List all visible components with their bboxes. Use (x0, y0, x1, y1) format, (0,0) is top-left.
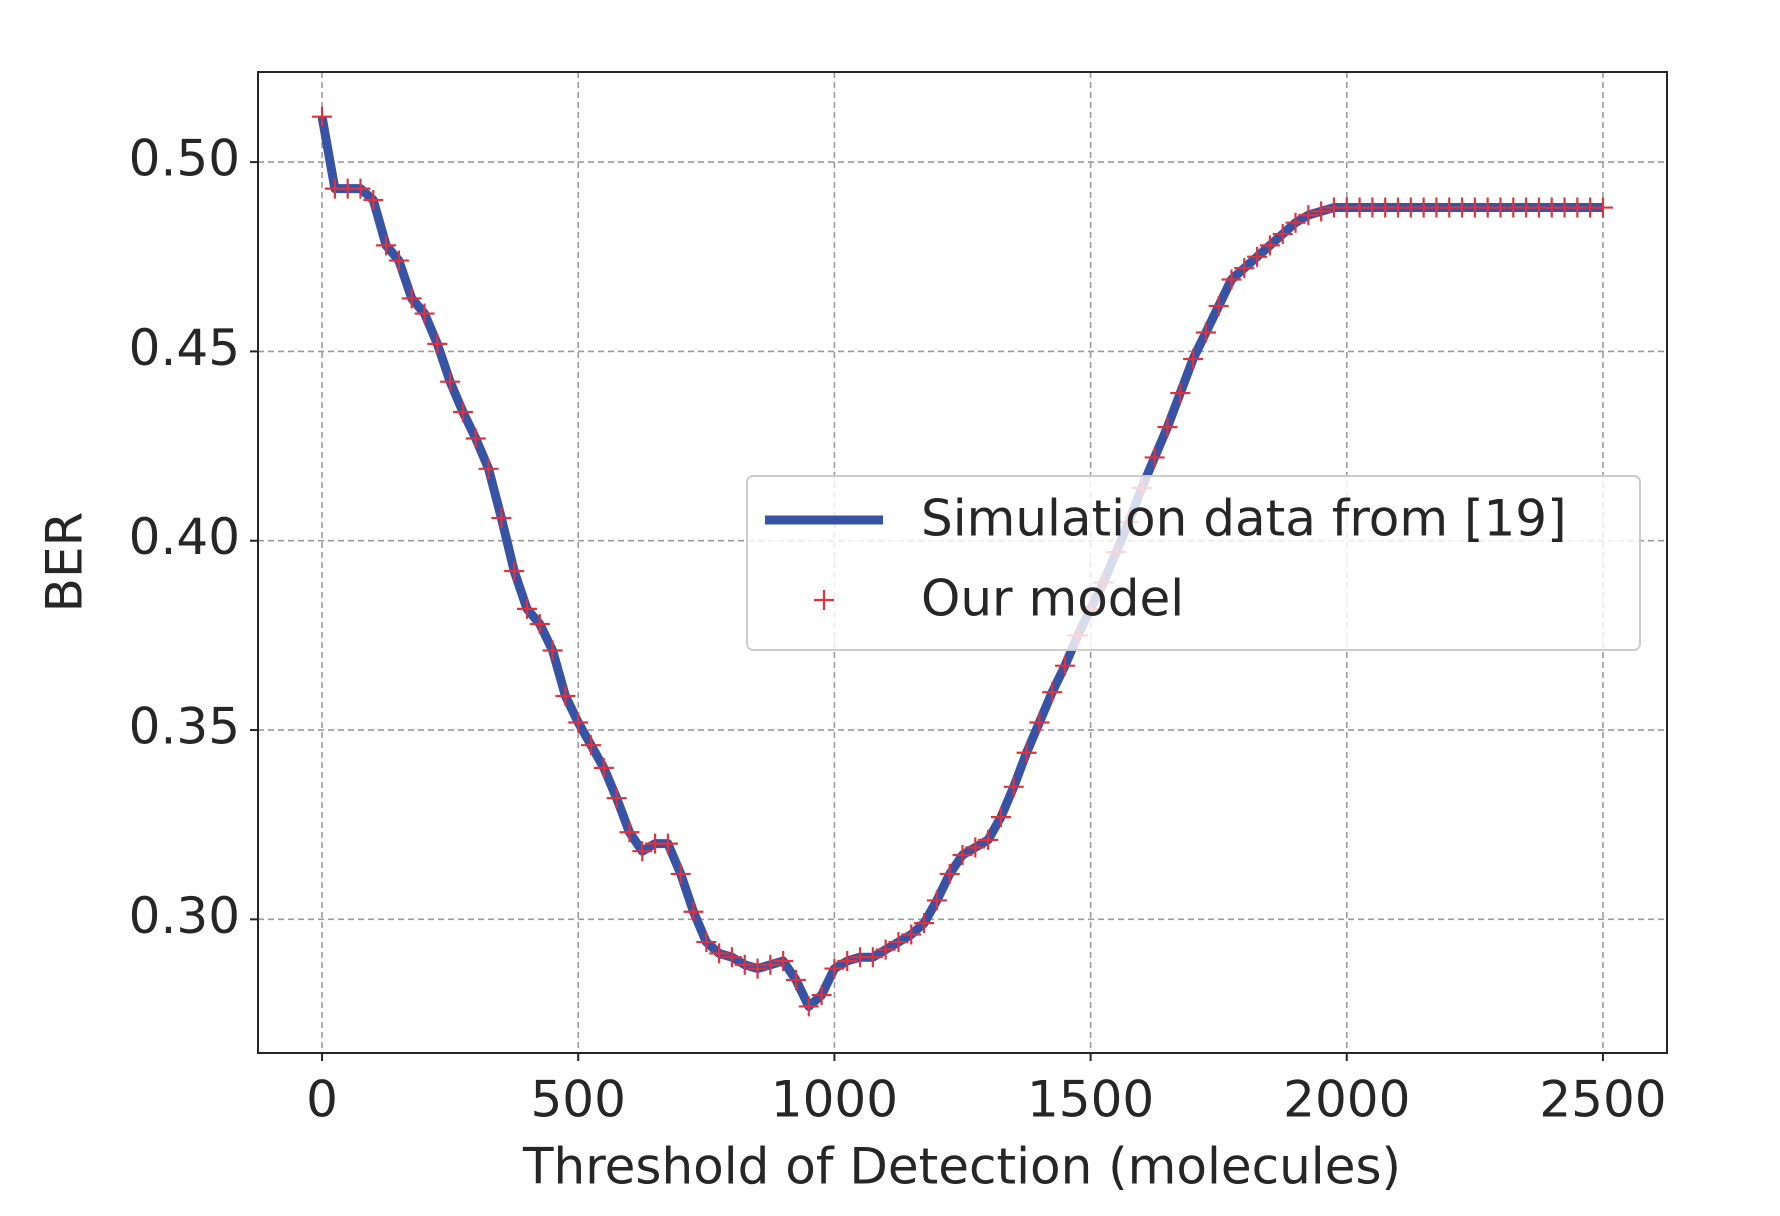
plus-marker (1247, 246, 1268, 267)
plus-marker (606, 788, 627, 809)
plus-marker (1221, 269, 1242, 290)
plus-marker (914, 913, 935, 934)
plus-marker (926, 890, 947, 911)
plus-marker (376, 235, 397, 256)
plus-marker (837, 950, 858, 971)
plus-marker (465, 428, 486, 449)
plus-marker (901, 924, 922, 945)
plus-marker (491, 508, 512, 529)
plus-marker (990, 807, 1011, 828)
plus-marker (452, 401, 473, 422)
plus-marker (619, 822, 640, 843)
plus-marker (478, 458, 499, 479)
y-tick-label: 0.40 (129, 508, 240, 566)
plus-marker (312, 106, 333, 127)
y-tick-label: 0.30 (129, 887, 240, 945)
plus-marker (734, 954, 755, 975)
plus-marker (785, 969, 806, 990)
plus-marker (721, 947, 742, 968)
legend: Simulation data from [19] Our model (746, 475, 1641, 651)
plus-marker (1183, 348, 1204, 369)
plus-marker (1592, 197, 1613, 218)
plus-marker (542, 640, 563, 661)
plus-marker (773, 950, 794, 971)
y-tick-label: 0.50 (129, 130, 240, 188)
plus-marker (593, 757, 614, 778)
plus-marker (568, 712, 589, 733)
plus-marker (529, 614, 550, 635)
plus-marker (1285, 212, 1306, 233)
plus-marker (1029, 712, 1050, 733)
plus-marker (1016, 742, 1037, 763)
plus-marker (952, 844, 973, 865)
legend-label: Our model (921, 570, 1184, 628)
plus-marker (632, 841, 653, 862)
plus-marker (939, 863, 960, 884)
plus-marker (1042, 682, 1063, 703)
plus-marker (401, 288, 422, 309)
plus-marker (1054, 655, 1075, 676)
plus-marker (1234, 258, 1255, 279)
plot-frame (257, 71, 1668, 1054)
plus-marker (350, 178, 371, 199)
plus-marker (747, 958, 768, 979)
plus-marker (888, 932, 909, 953)
legend-swatch (814, 590, 834, 610)
y-tick-label: 0.35 (129, 698, 240, 756)
plus-marker (709, 943, 730, 964)
x-tick-label: 0 (306, 1071, 338, 1129)
x-tick-label: 2000 (1283, 1071, 1410, 1129)
plus-marker (555, 685, 576, 706)
plus-marker (1298, 205, 1319, 226)
legend-box (746, 475, 1641, 651)
plus-marker (1144, 447, 1165, 468)
x-tick-label: 1500 (1027, 1071, 1154, 1129)
plus-marker (824, 958, 845, 979)
x-tick-label: 2500 (1539, 1071, 1666, 1129)
plus-marker (516, 598, 537, 619)
legend-label: Simulation data from [19] (921, 490, 1567, 548)
y-axis-label: BER (36, 512, 94, 613)
plus-marker (657, 833, 678, 854)
plus-marker (414, 303, 435, 324)
plus-marker (978, 829, 999, 850)
plus-marker (683, 901, 704, 922)
x-tick-label: 1000 (771, 1071, 898, 1129)
plus-marker (1003, 776, 1024, 797)
plus-marker (427, 333, 448, 354)
plus-marker (875, 939, 896, 960)
plus-marker (1311, 201, 1332, 222)
plus-marker (1157, 417, 1178, 438)
plus-marker (363, 189, 384, 210)
plus-marker (1208, 295, 1229, 316)
plus-marker (798, 996, 819, 1017)
plus-marker (388, 250, 409, 271)
plus-marker (760, 954, 781, 975)
plus-marker (1259, 235, 1280, 256)
plus-marker (1195, 322, 1216, 343)
x-axis-label: Threshold of Detection (molecules) (522, 1138, 1401, 1196)
x-tick-label: 500 (531, 1071, 626, 1129)
plus-marker (581, 735, 602, 756)
plus-marker (965, 837, 986, 858)
plus-marker (504, 561, 525, 582)
plus-marker (696, 932, 717, 953)
plus-marker (1170, 383, 1191, 404)
y-tick-label: 0.45 (129, 319, 240, 377)
plus-marker (1272, 224, 1293, 245)
plus-marker (440, 371, 461, 392)
plus-marker (670, 863, 691, 884)
plus-marker (811, 985, 832, 1006)
plus-marker (862, 947, 883, 968)
